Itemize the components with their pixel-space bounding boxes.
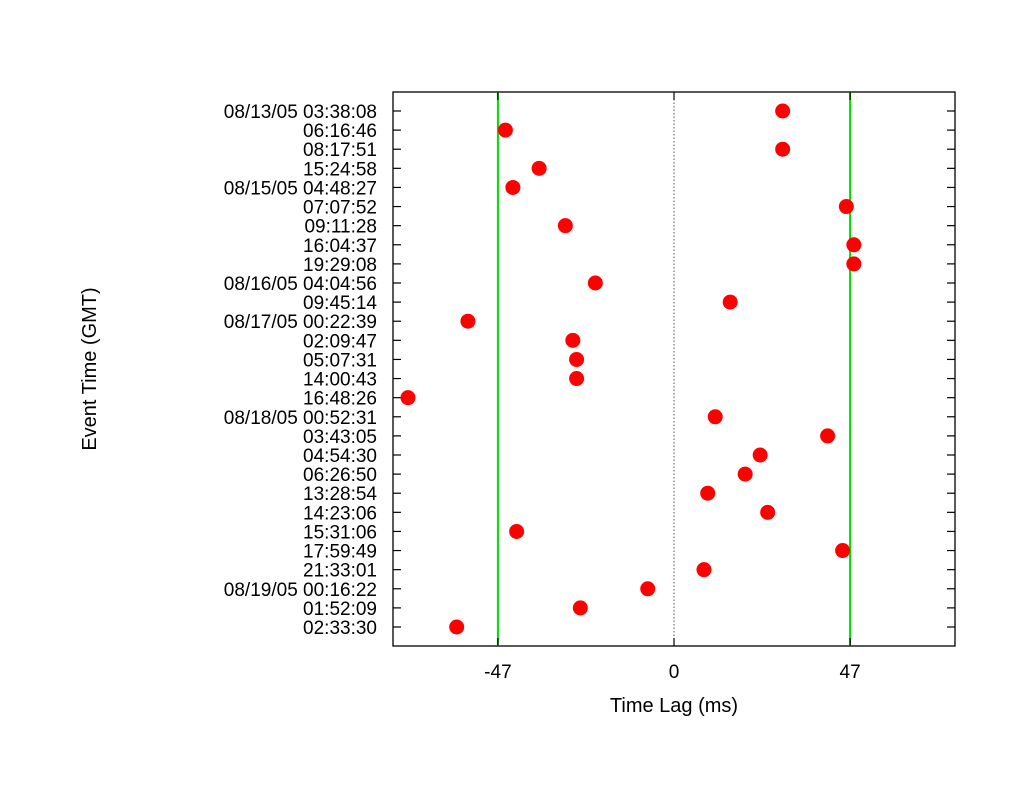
data-point xyxy=(572,600,588,616)
x-tick-label: 0 xyxy=(669,662,680,683)
data-point xyxy=(700,485,716,501)
y-tick-label: 14:23:06 xyxy=(303,503,377,524)
y-tick-labels: 08/13/05 03:38:0806:16:4608:17:5115:24:5… xyxy=(224,102,378,639)
y-tick-label: 16:48:26 xyxy=(303,389,377,410)
y-tick-label: 15:24:58 xyxy=(303,159,377,180)
data-point xyxy=(696,562,712,578)
data-point xyxy=(557,218,573,234)
y-tick-label: 09:45:14 xyxy=(303,293,377,314)
y-tick-label: 06:16:46 xyxy=(303,121,377,142)
y-axis-title: Event Time (GMT) xyxy=(79,287,101,450)
data-point xyxy=(565,332,581,348)
data-point xyxy=(846,237,862,253)
data-point xyxy=(587,275,603,291)
y-tick-label: 08:17:51 xyxy=(303,140,377,161)
data-point xyxy=(838,199,854,215)
data-point xyxy=(752,447,768,463)
y-tick-label: 08/19/05 00:16:22 xyxy=(224,580,377,601)
y-tick-label: 14:00:43 xyxy=(303,370,377,391)
data-point xyxy=(775,141,791,157)
axis-ticks xyxy=(393,92,955,646)
data-point xyxy=(722,294,738,310)
y-tick-label: 21:33:01 xyxy=(303,561,377,582)
y-tick-label: 01:52:09 xyxy=(303,599,377,620)
data-point xyxy=(569,371,585,387)
data-point xyxy=(775,103,791,119)
y-tick-label: 08/18/05 00:52:31 xyxy=(224,408,377,429)
data-point xyxy=(505,179,521,195)
data-point xyxy=(531,160,547,176)
y-tick-label: 05:07:31 xyxy=(303,350,377,371)
data-point xyxy=(760,504,776,520)
data-point xyxy=(640,581,656,597)
data-point xyxy=(707,409,723,425)
y-tick-label: 08/16/05 04:04:56 xyxy=(224,274,377,295)
data-point xyxy=(400,390,416,406)
data-point xyxy=(449,619,465,635)
data-point xyxy=(509,523,525,539)
y-tick-label: 07:07:52 xyxy=(303,198,377,219)
y-tick-label: 09:11:28 xyxy=(304,217,377,238)
y-tick-label: 02:09:47 xyxy=(303,331,377,352)
x-tick-labels: -47 0 47 xyxy=(484,662,860,683)
data-point xyxy=(737,466,753,482)
x-tick-label: 47 xyxy=(840,662,861,683)
y-tick-label: 16:04:37 xyxy=(303,236,377,257)
data-point xyxy=(835,543,851,559)
y-tick-label: 08/15/05 04:48:27 xyxy=(224,178,377,199)
x-tick-label: -47 xyxy=(484,662,511,683)
data-point xyxy=(569,351,585,367)
data-point xyxy=(846,256,862,272)
reference-lines xyxy=(496,92,852,646)
y-tick-label: 08/17/05 00:22:39 xyxy=(224,312,377,333)
y-tick-label: 13:28:54 xyxy=(303,484,377,505)
y-tick-label: 02:33:30 xyxy=(303,618,377,639)
y-tick-label: 03:43:05 xyxy=(303,427,377,448)
y-tick-label: 06:26:50 xyxy=(303,465,377,486)
data-point xyxy=(820,428,836,444)
data-points xyxy=(400,103,862,635)
y-tick-label: 04:54:30 xyxy=(303,446,377,467)
y-tick-label: 19:29:08 xyxy=(303,255,377,276)
data-point xyxy=(497,122,513,138)
y-tick-label: 15:31:06 xyxy=(303,522,377,543)
y-tick-label: 08/13/05 03:38:08 xyxy=(224,102,377,123)
x-axis-title: Time Lag (ms) xyxy=(610,695,738,717)
y-tick-label: 17:59:49 xyxy=(303,542,377,563)
data-point xyxy=(460,313,476,329)
